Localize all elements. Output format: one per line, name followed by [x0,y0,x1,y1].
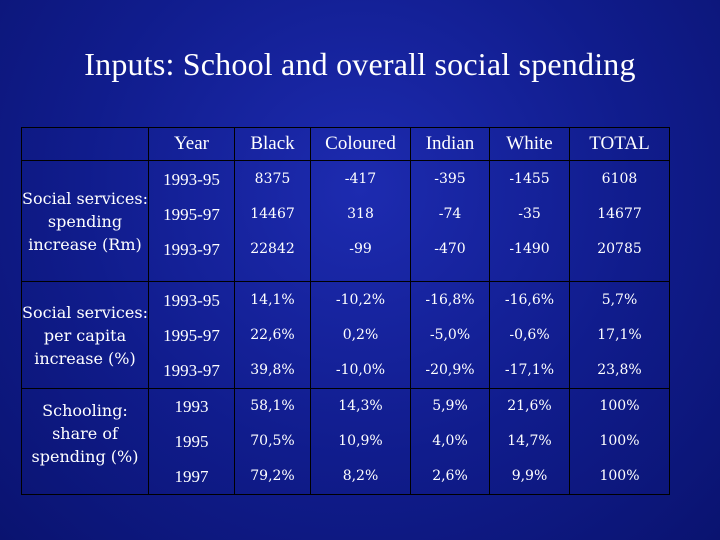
white-cell: 9,9% [511,468,548,484]
year-cell: 1993-95 [163,170,220,189]
indian-cell: -16,8% [425,291,475,308]
group-label-per-capita-increase: Social services: per capita increase (%) [21,281,149,389]
header-white: White [489,127,570,161]
black-cell: 8375 [254,171,291,187]
total-cell: 20785 [597,241,642,257]
white-cell: -35 [518,206,541,222]
year-cell: 1997 [174,467,209,486]
black-cell: 14467 [250,206,295,222]
year-cell: 1993-95 [163,290,220,310]
slide-title: Inputs: School and overall social spendi… [84,46,636,82]
white-cell: -17,1% [504,361,555,378]
black-cell: 14,1% [250,291,295,308]
group-label-schooling-share: Schooling: share of spending (%) [21,388,149,495]
coloured-cell: 14,3% [338,398,383,414]
indian-cell: 4,0% [432,433,468,449]
white-cell: -0,6% [509,326,550,343]
header-year: Year [148,127,235,161]
total-cell: 100% [599,468,640,484]
black-cell: 58,1% [250,398,295,414]
white-cell: 14,7% [507,433,552,449]
coloured-cell: -10,2% [335,291,386,308]
header-indian: Indian [410,127,490,161]
year-cell: 1993-97 [163,240,220,259]
total-cell: 100% [599,433,640,449]
total-cell: 23,8% [597,361,642,378]
header-coloured: Coloured [310,127,411,161]
header-black: Black [234,127,311,161]
total-cell: 17,1% [597,326,642,343]
group-row-schooling-share: Schooling: share of spending (%) 1993 19… [21,388,670,495]
group-label-spending-increase: Social services: spending increase (Rm) [21,160,149,282]
white-cell: -16,6% [504,291,555,308]
indian-cell: -20,9% [425,361,475,378]
header-row: Year Black Coloured Indian White TOTAL [21,127,670,161]
indian-cell: -5,0% [429,326,471,343]
header-empty-cell [21,127,149,161]
year-cell: 1995-97 [163,325,220,345]
indian-cell: 5,9% [432,398,468,414]
spending-table: Year Black Coloured Indian White TOTAL S… [21,127,670,495]
coloured-cell: 0,2% [342,326,379,343]
coloured-cell: 8,2% [342,468,379,484]
year-cell: 1993 [174,397,209,416]
coloured-cell: 10,9% [338,433,383,449]
total-cell: 6108 [601,171,638,187]
year-cell: 1993-97 [163,360,220,380]
black-cell: 22,6% [250,326,295,343]
black-cell: 39,8% [250,361,295,378]
indian-cell: 2,6% [432,468,468,484]
total-cell: 100% [599,398,640,414]
black-cell: 79,2% [250,468,295,484]
coloured-cell: 318 [347,206,374,222]
coloured-cell: -99 [349,241,372,257]
black-cell: 70,5% [250,433,295,449]
black-cell: 22842 [250,241,295,257]
indian-cell: -74 [438,206,462,222]
total-cell: 5,7% [601,291,638,308]
indian-cell: -470 [434,241,466,257]
white-cell: 21,6% [507,398,552,414]
group-row-per-capita-increase: Social services: per capita increase (%)… [21,281,670,389]
group-row-spending-increase: Social services: spending increase (Rm) … [21,160,670,282]
total-cell: 14677 [597,206,642,222]
coloured-cell: -10,0% [335,361,386,378]
header-total: TOTAL [569,127,670,161]
year-cell: 1995 [174,432,209,451]
indian-cell: -395 [434,171,466,187]
coloured-cell: -417 [344,171,377,187]
year-cell: 1995-97 [163,205,220,224]
white-cell: -1490 [509,241,550,257]
white-cell: -1455 [509,171,550,187]
